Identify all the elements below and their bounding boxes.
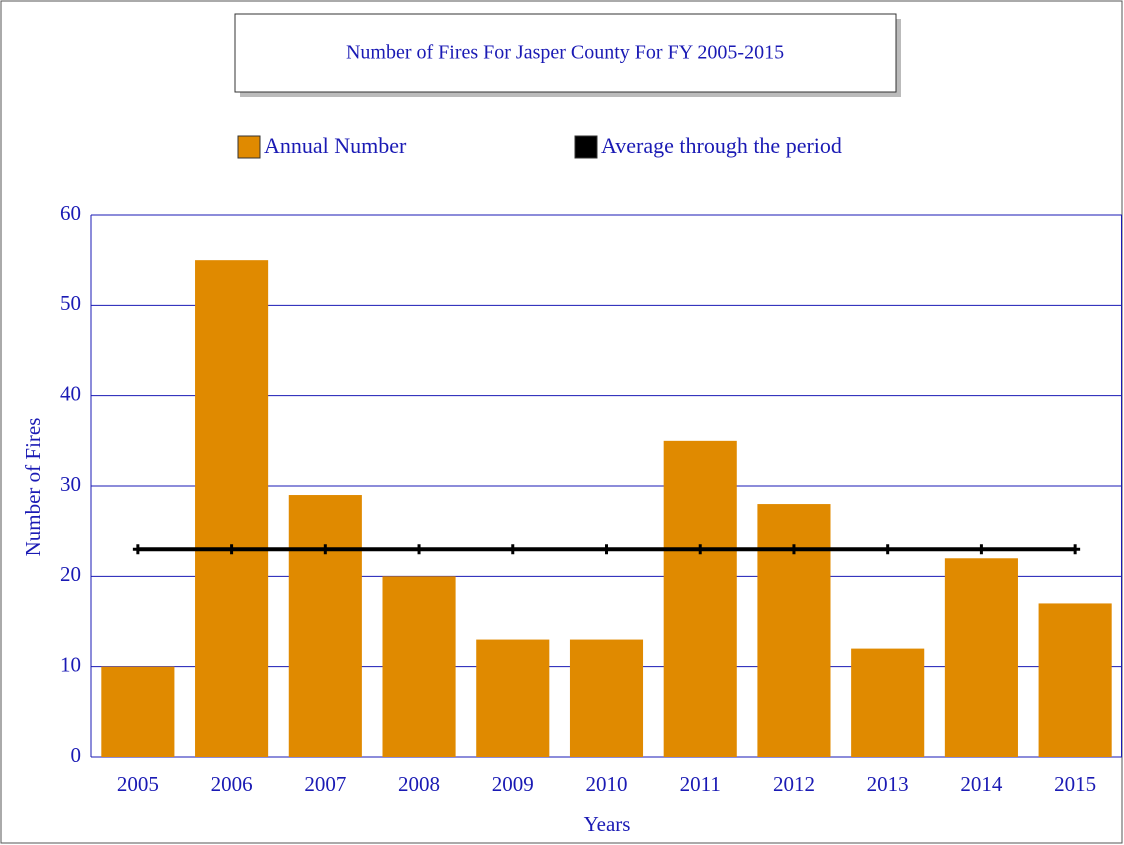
y-axis-label: Number of Fires bbox=[21, 418, 45, 557]
line-marker bbox=[507, 544, 518, 555]
bar bbox=[288, 495, 362, 757]
line-marker bbox=[601, 544, 612, 555]
line-marker bbox=[1070, 544, 1081, 555]
x-tick-label: 2012 bbox=[773, 772, 815, 796]
y-tick-label: 50 bbox=[60, 291, 81, 315]
line-marker bbox=[976, 544, 987, 555]
x-tick-label: 2006 bbox=[211, 772, 253, 796]
x-tick-label: 2010 bbox=[586, 772, 628, 796]
y-tick-label: 10 bbox=[60, 652, 81, 676]
line-marker bbox=[414, 544, 425, 555]
legend-swatch bbox=[237, 135, 261, 159]
x-tick-label: 2014 bbox=[960, 772, 1003, 796]
legend-label: Average through the period bbox=[601, 133, 842, 158]
line-marker bbox=[788, 544, 799, 555]
x-tick-label: 2013 bbox=[867, 772, 909, 796]
line-marker bbox=[695, 544, 706, 555]
bar bbox=[663, 440, 737, 757]
x-tick-label: 2009 bbox=[492, 772, 534, 796]
y-tick-label: 30 bbox=[60, 472, 81, 496]
x-tick-label: 2011 bbox=[680, 772, 721, 796]
x-tick-label: 2007 bbox=[304, 772, 346, 796]
bar bbox=[101, 666, 175, 757]
y-tick-label: 20 bbox=[60, 562, 81, 586]
bar bbox=[569, 639, 644, 757]
y-tick-label: 40 bbox=[60, 381, 81, 405]
legend-label: Annual Number bbox=[264, 133, 407, 158]
x-tick-label: 2005 bbox=[117, 772, 159, 796]
bar bbox=[1038, 603, 1112, 757]
title-box bbox=[234, 13, 897, 93]
x-axis-label: Years bbox=[584, 812, 631, 836]
bar bbox=[195, 260, 269, 757]
bar bbox=[851, 648, 925, 757]
bar bbox=[476, 639, 550, 757]
x-tick-label: 2008 bbox=[398, 772, 440, 796]
chart-title: Number of Fires For Jasper County For FY… bbox=[346, 42, 784, 64]
line-marker bbox=[882, 544, 893, 555]
legend-swatch bbox=[574, 135, 598, 159]
bar bbox=[757, 504, 831, 757]
line-marker bbox=[226, 544, 237, 555]
y-tick-label: 0 bbox=[71, 743, 82, 767]
y-tick-label: 60 bbox=[60, 201, 81, 225]
bar bbox=[944, 558, 1018, 757]
line-marker bbox=[320, 544, 331, 555]
bar bbox=[382, 576, 456, 757]
x-tick-label: 2015 bbox=[1054, 772, 1096, 796]
line-marker bbox=[132, 544, 143, 555]
